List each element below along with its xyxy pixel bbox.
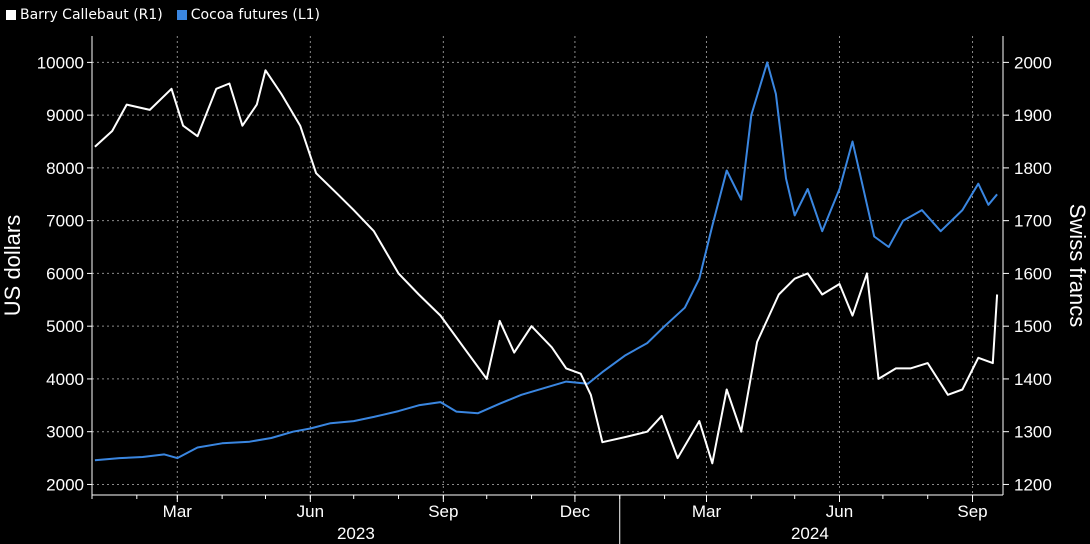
left-tick-label: 5000 <box>46 317 84 336</box>
legend-label-cocoa: Cocoa futures (L1) <box>190 7 321 23</box>
left-tick-label: 2000 <box>46 475 84 494</box>
right-tick-label: 2000 <box>1014 53 1052 72</box>
series-line-barry-callebaut <box>94 69 999 465</box>
x-tick-label: Jun <box>297 502 324 521</box>
legend-swatch-cocoa <box>176 10 187 20</box>
legend: Barry Callebaut (R1) Cocoa futures (L1) <box>6 7 320 23</box>
right-tick-label: 1300 <box>1014 423 1052 442</box>
x-tick-label: Sep <box>957 502 987 521</box>
left-tick-label: 7000 <box>46 212 84 231</box>
year-label: 2024 <box>791 524 829 543</box>
legend-item-barry-callebaut[interactable]: Barry Callebaut (R1) <box>6 7 163 23</box>
left-tick-label: 4000 <box>46 370 84 389</box>
left-tick-label: 3000 <box>46 423 84 442</box>
left-tick-label: 8000 <box>46 159 84 178</box>
left-tick-label: 10000 <box>37 53 84 72</box>
left-tick-label: 6000 <box>46 264 84 283</box>
right-tick-label: 1200 <box>1014 475 1052 494</box>
right-tick-label: 1500 <box>1014 317 1052 336</box>
legend-label-barry: Barry Callebaut (R1) <box>20 7 163 23</box>
legend-swatch-barry <box>6 10 16 20</box>
year-label: 2023 <box>337 524 375 543</box>
right-tick-label: 1800 <box>1014 159 1052 178</box>
x-tick-label: Mar <box>163 502 193 521</box>
right-tick-label: 1700 <box>1014 212 1052 231</box>
series-line-cocoa-futures <box>94 61 998 462</box>
legend-item-cocoa-futures[interactable]: Cocoa futures (L1) <box>176 7 321 23</box>
right-axis-title: Swiss francs <box>1065 204 1090 327</box>
right-tick-label: 1400 <box>1014 370 1052 389</box>
x-tick-label: Jun <box>826 502 853 521</box>
left-axis-title: US dollars <box>0 215 25 316</box>
right-tick-label: 1600 <box>1014 264 1052 283</box>
right-tick-label: 1900 <box>1014 106 1052 125</box>
left-tick-label: 9000 <box>46 106 84 125</box>
x-tick-label: Dec <box>560 502 591 521</box>
x-tick-label: Mar <box>692 502 722 521</box>
x-tick-label: Sep <box>428 502 458 521</box>
